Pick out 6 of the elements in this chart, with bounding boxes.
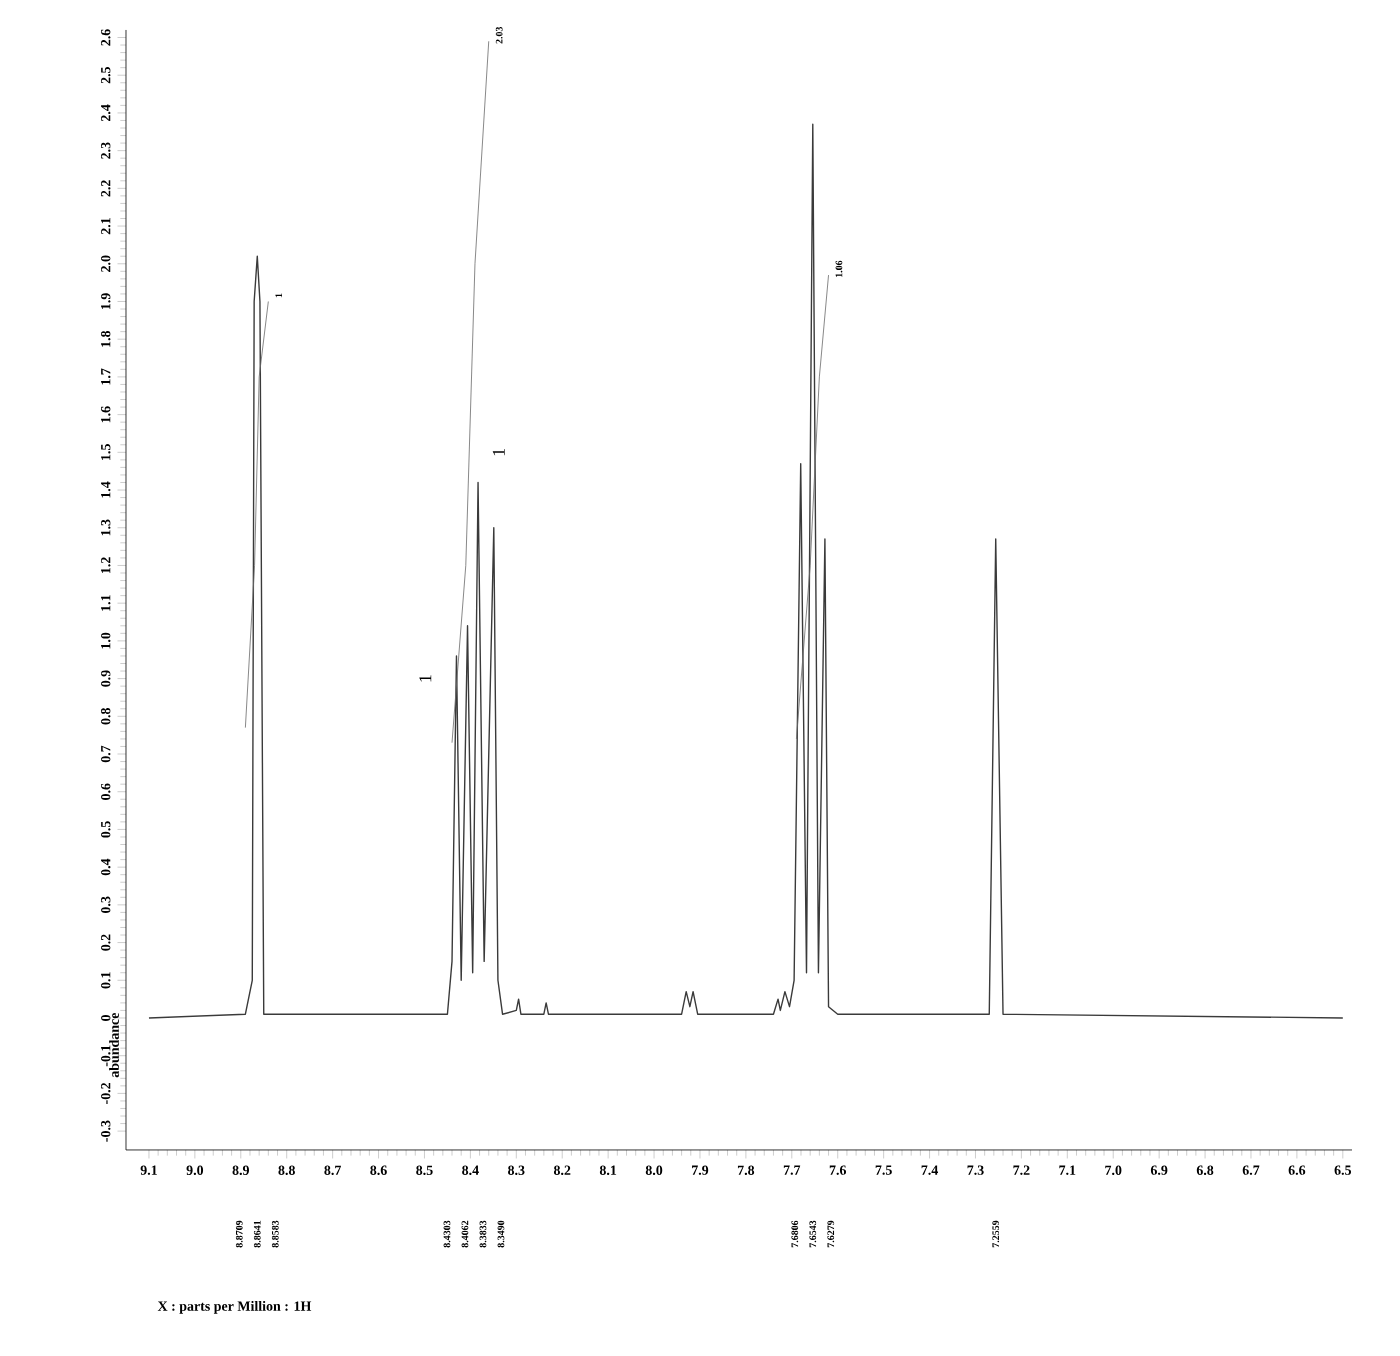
annotation: 1	[492, 448, 505, 456]
line-series	[244, 301, 269, 729]
annotation: 1	[419, 675, 432, 682]
line-series	[796, 274, 829, 740]
line-series	[451, 40, 490, 744]
line-series	[148, 123, 1344, 1019]
